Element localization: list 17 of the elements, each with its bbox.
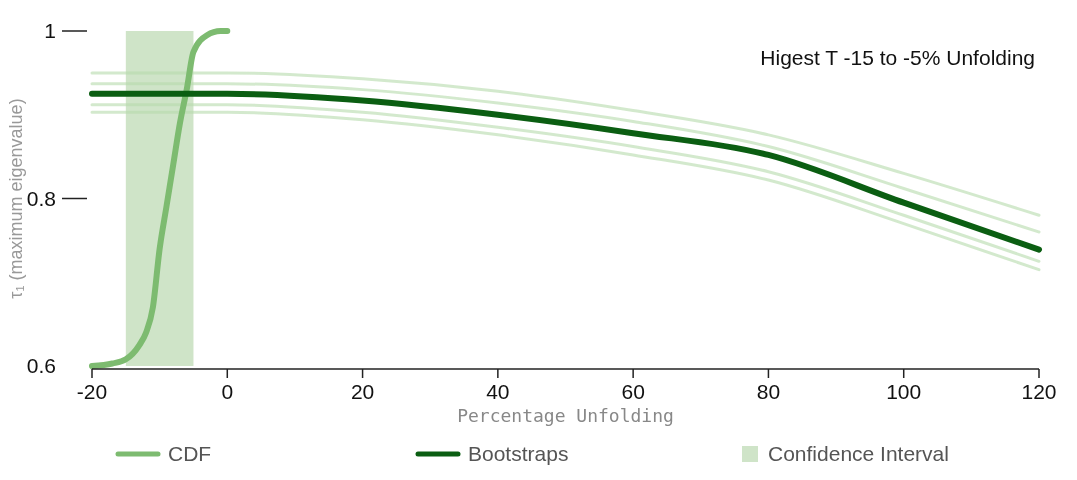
x-tick-label: 0 — [221, 380, 234, 403]
x-tick-label: 60 — [621, 380, 645, 403]
x-axis-title: Percentage Unfolding — [457, 405, 674, 426]
y-tick-label: 1 — [44, 19, 56, 42]
x-tick-label: 120 — [1021, 380, 1057, 403]
x-tick-label: -20 — [76, 380, 108, 403]
x-tick-label: 100 — [886, 380, 922, 403]
legend-label: Confidence Interval — [768, 442, 949, 465]
x-tick-label: 40 — [486, 380, 510, 403]
x-tick-label: 80 — [756, 380, 781, 403]
text: Higest T -15 to -5% Unfolding — [760, 46, 1035, 69]
y-tick-label: 0.6 — [26, 354, 56, 377]
y-tick-label: 0.8 — [26, 186, 56, 210]
legend-label: CDF — [168, 442, 212, 465]
y-axis-title: τ₁ (maximum eigenvalue) — [6, 98, 26, 299]
x-tick-label: 20 — [350, 380, 375, 403]
legend-label: Bootstraps — [468, 442, 569, 465]
